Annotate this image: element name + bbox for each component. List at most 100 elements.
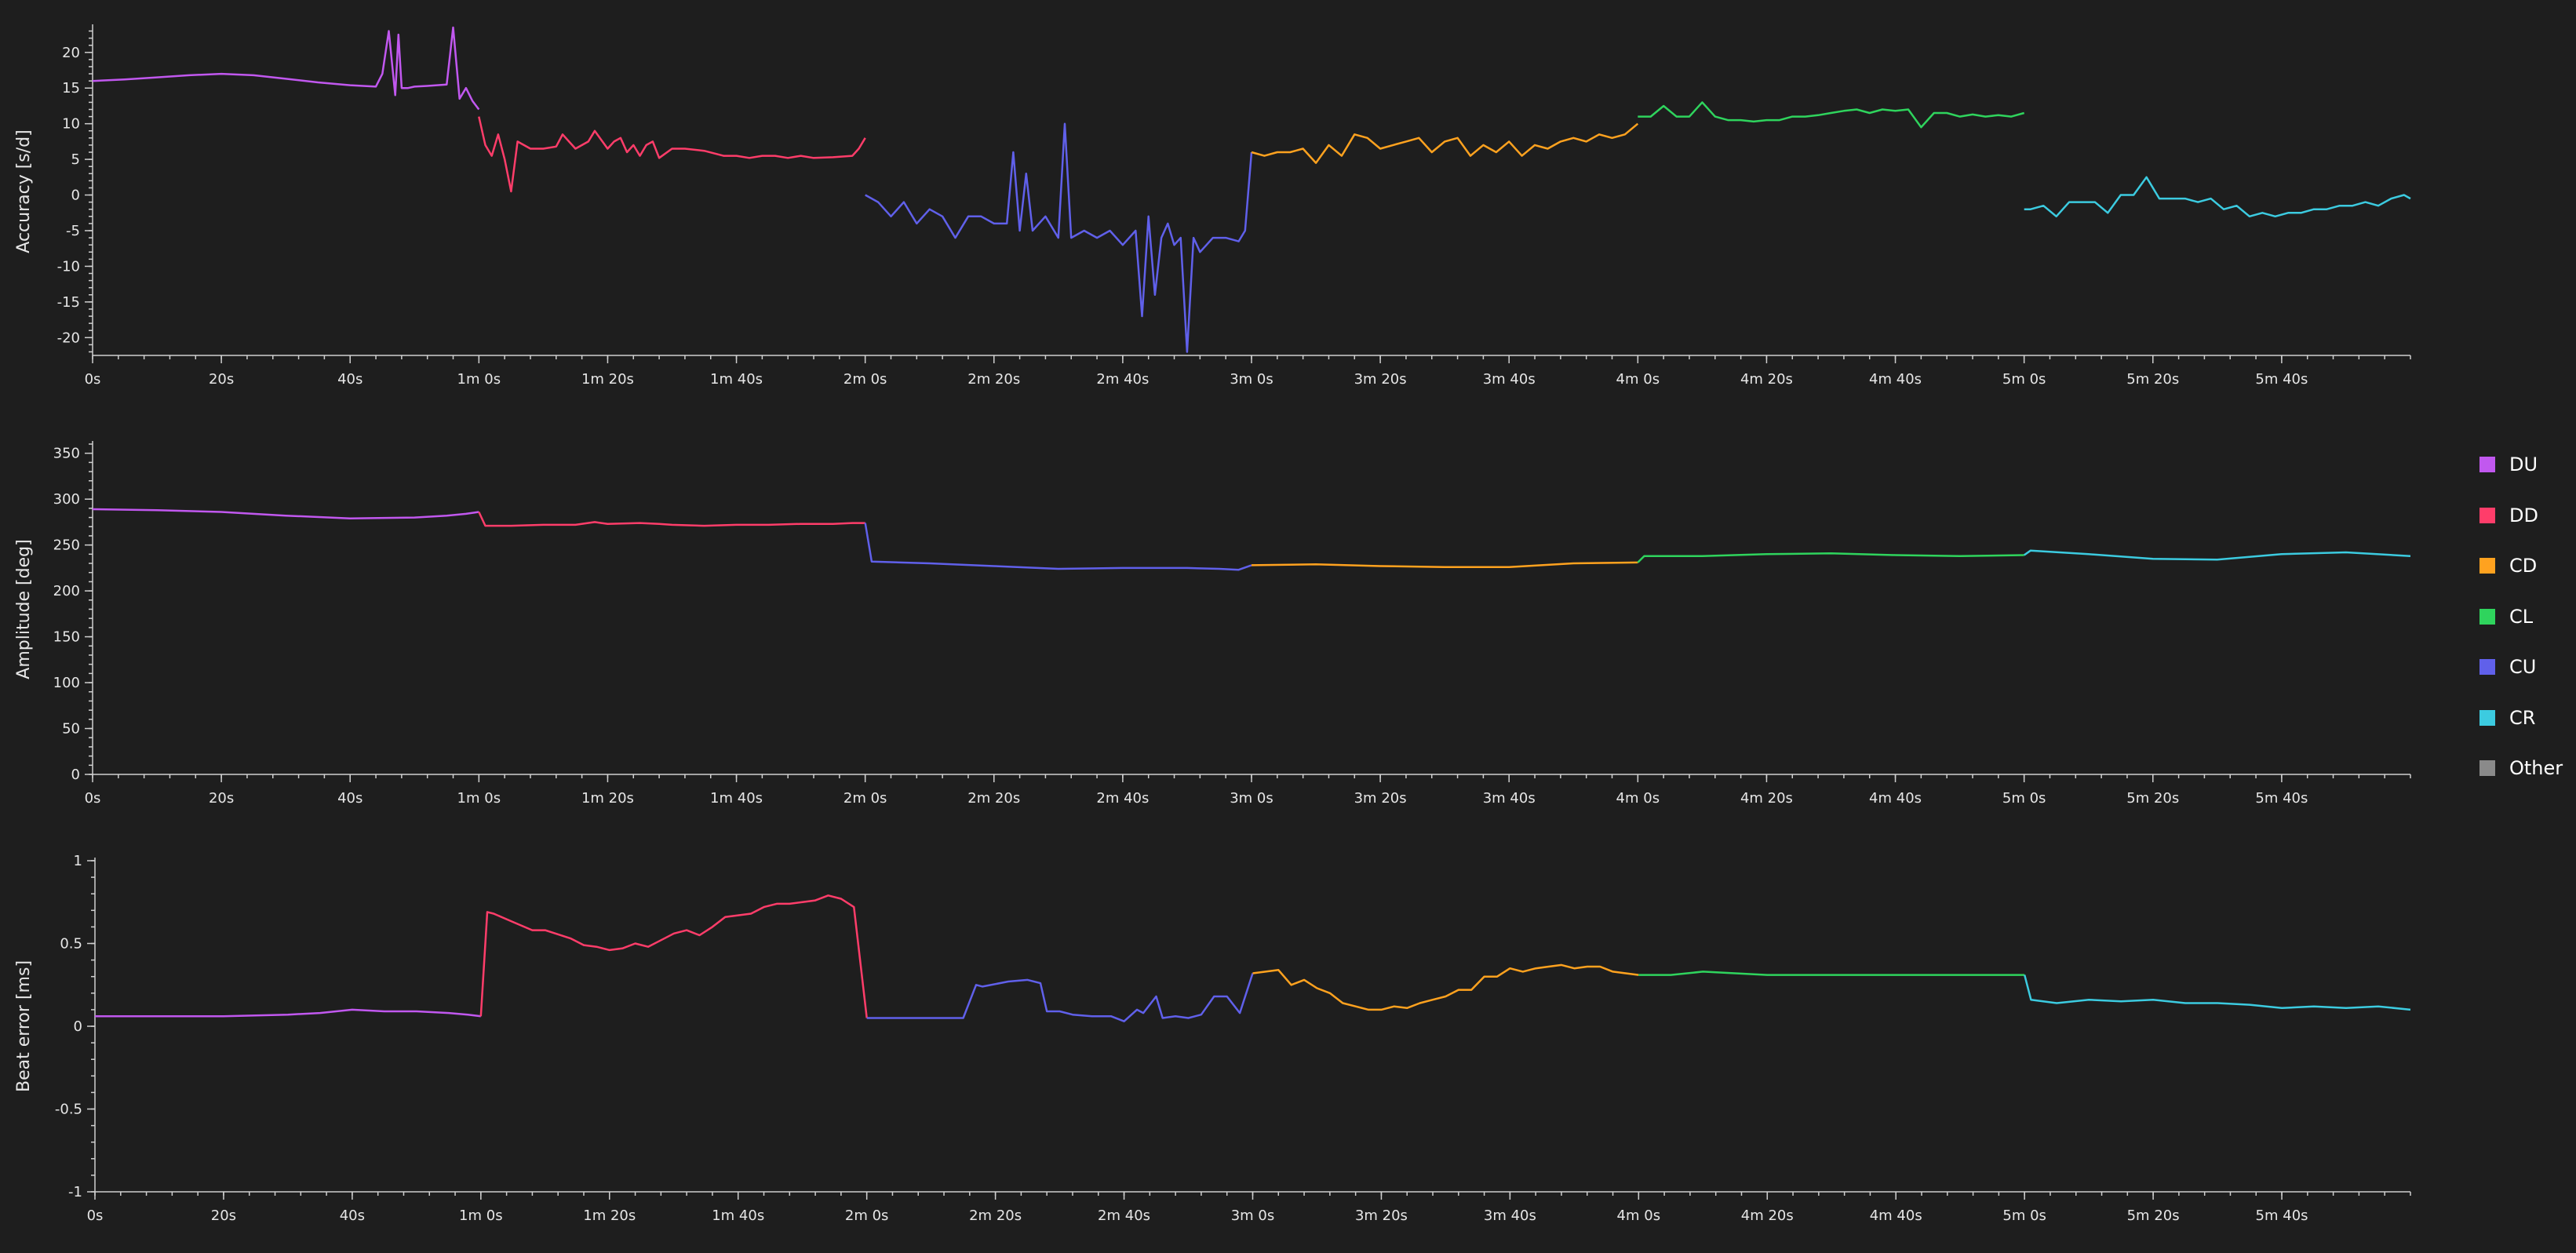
x-tick-label: 4m 40s [1870, 1207, 1922, 1224]
y-axis-label: Beat error [ms] [14, 960, 34, 1092]
y-tick-label: 20 [62, 45, 80, 61]
series-line-cd [1252, 963, 1639, 1011]
x-tick-label: 3m 40s [1484, 1207, 1536, 1224]
x-tick-label: 2m 0s [845, 1207, 889, 1224]
series-line-cd [1251, 122, 1639, 164]
series-line-cl [1638, 101, 2025, 129]
y-axis-label: Accuracy [s/d] [14, 129, 34, 253]
y-tick-label: 0 [71, 767, 80, 783]
legend-swatch [2479, 659, 2495, 676]
x-tick-label: 2m 40s [1096, 790, 1149, 807]
legend-label: DU [2509, 453, 2538, 476]
x-tick-label: 2m 40s [1098, 1207, 1150, 1224]
x-tick-label: 2m 0s [843, 790, 887, 807]
y-tick-label: 5 [71, 151, 80, 168]
x-tick-label: 4m 0s [1617, 1207, 1661, 1224]
legend-label: Other [2509, 757, 2563, 780]
legend-swatch [2479, 558, 2495, 574]
legend-label: DD [2509, 504, 2538, 526]
x-tick-label: 4m 0s [1616, 790, 1660, 807]
x-tick-label: 1m 20s [581, 371, 634, 388]
x-tick-label: 5m 0s [2002, 790, 2046, 807]
legend-swatch [2479, 608, 2495, 625]
series-line-cl [1638, 971, 2025, 976]
y-tick-label: 0.5 [60, 936, 82, 952]
x-tick-label: 3m 0s [1230, 790, 1273, 807]
series-line-du [92, 26, 480, 111]
legend-item-cr[interactable]: CR [2479, 693, 2563, 744]
legend-item-dd[interactable]: DD [2479, 490, 2563, 541]
legend-item-cd[interactable]: CD [2479, 541, 2563, 592]
x-tick-label: 1m 40s [710, 790, 763, 807]
series-line-cu [866, 973, 1254, 1022]
legend-item-cl[interactable]: CL [2479, 592, 2563, 643]
x-tick-label: 3m 40s [1483, 371, 1536, 388]
series-line-cu [865, 122, 1253, 353]
x-tick-label: 4m 40s [1869, 371, 1922, 388]
y-tick-label: 200 [53, 583, 80, 599]
x-tick-label: 5m 40s [2255, 371, 2308, 388]
series-line-cr [2023, 974, 2411, 1011]
legend-swatch [2479, 760, 2495, 777]
x-tick-label: 3m 20s [1355, 1207, 1408, 1224]
y-tick-label: 100 [53, 675, 80, 691]
x-tick-label: 1m 20s [583, 1207, 636, 1224]
x-tick-label: 3m 40s [1483, 790, 1536, 807]
x-tick-label: 3m 20s [1354, 790, 1407, 807]
legend: DU DD CD CL CU CR Other [2479, 439, 2563, 794]
x-tick-label: 4m 20s [1741, 1207, 1794, 1224]
x-tick-label: 4m 40s [1869, 790, 1922, 807]
series-line-cl [1637, 552, 2024, 563]
series-line-cu [864, 523, 1252, 571]
series-line-dd [478, 116, 866, 193]
series-line-cd [1251, 561, 1638, 568]
y-tick-label: 0 [71, 188, 80, 204]
x-tick-label: 2m 20s [967, 790, 1020, 807]
x-tick-label: 5m 40s [2256, 1207, 2308, 1224]
x-tick-label: 0s [85, 790, 101, 807]
x-tick-label: 2m 20s [969, 1207, 1022, 1224]
chart-panel-1: -20 -15 -10 -5 0 5 10 15 20 0s 20s 40s 1m 0s 1m 20s 1m… [14, 24, 2411, 388]
series-line-cr [2023, 549, 2411, 561]
legend-label: CR [2509, 706, 2536, 729]
legend-swatch [2479, 709, 2495, 726]
y-tick-label: -20 [57, 330, 80, 346]
x-tick-label: 40s [337, 790, 363, 807]
y-tick-label: 150 [53, 629, 80, 646]
x-tick-label: 5m 0s [2002, 371, 2046, 388]
legend-swatch [2479, 507, 2495, 523]
x-tick-label: 40s [340, 1207, 365, 1224]
x-tick-label: 5m 40s [2255, 790, 2308, 807]
y-tick-label: -0.5 [55, 1102, 82, 1118]
legend-swatch [2479, 457, 2495, 473]
series-line-dd [478, 511, 865, 527]
x-tick-label: 3m 0s [1230, 371, 1273, 388]
x-tick-label: 4m 20s [1740, 790, 1793, 807]
legend-item-du[interactable]: DU [2479, 439, 2563, 490]
y-tick-label: -1 [68, 1184, 82, 1200]
series-line-cr [2024, 176, 2411, 218]
y-tick-label: 10 [62, 116, 80, 133]
legend-item-other[interactable]: Other [2479, 743, 2563, 794]
series-line-du [95, 1008, 481, 1018]
x-tick-label: 40s [337, 371, 363, 388]
legend-item-cu[interactable]: CU [2479, 642, 2563, 693]
x-tick-label: 5m 0s [2002, 1207, 2046, 1224]
x-tick-label: 3m 20s [1354, 371, 1407, 388]
x-tick-label: 5m 20s [2126, 790, 2179, 807]
x-tick-label: 1m 0s [459, 1207, 503, 1224]
legend-label: CD [2509, 555, 2538, 577]
chart-panel-2: 0 50 100 150 200 250 300 350 0s 20s 40s 1m 0s 1m 20s… [14, 441, 2411, 807]
x-tick-label: 1m 0s [457, 371, 501, 388]
series-line-dd [479, 894, 868, 1018]
x-tick-label: 2m 20s [967, 371, 1020, 388]
y-tick-label: 300 [53, 491, 80, 508]
x-tick-label: 4m 20s [1740, 371, 1793, 388]
x-tick-label: 20s [211, 1207, 236, 1224]
y-tick-label: 350 [53, 446, 80, 462]
x-tick-label: 1m 40s [712, 1207, 764, 1224]
x-tick-label: 2m 40s [1096, 371, 1149, 388]
x-tick-label: 1m 40s [710, 371, 763, 388]
y-tick-label: -15 [57, 294, 80, 311]
